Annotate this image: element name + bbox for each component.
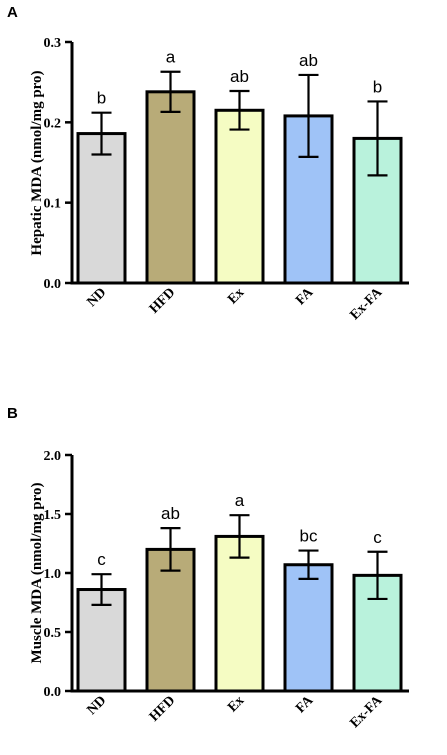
significance-label: b	[97, 89, 106, 108]
bar-fa	[283, 563, 334, 693]
y-tick-label: 0.1	[44, 197, 62, 212]
x-tick-label: FA	[293, 285, 317, 309]
bar-nd	[76, 588, 127, 693]
x-tick-label: HFD	[147, 693, 179, 725]
panel-b-chart: B Muscle MDA (nmol/mg pro) c ND ab HFD a Ex bc…	[7, 405, 409, 731]
significance-label: c	[373, 528, 382, 547]
bar-hfd	[145, 547, 196, 693]
x-tick-label: Ex	[225, 693, 247, 715]
y-tick-label: 0.3	[44, 36, 62, 51]
panel-a-letter: A	[7, 4, 18, 21]
y-tick-label: 2.0	[44, 449, 62, 464]
x-tick-label: Ex	[225, 285, 247, 307]
panel-b-letter: B	[7, 405, 18, 422]
significance-label: bc	[300, 527, 318, 546]
y-tick-label: 0.0	[44, 685, 62, 700]
significance-label: ab	[161, 504, 180, 523]
significance-label: c	[97, 550, 106, 569]
bar-nd	[76, 132, 127, 285]
panel-b-y-axis-label: Muscle MDA (nmol/mg pro)	[29, 483, 45, 664]
panel-a-y-axis-label: Hepatic MDA (nmol/mg pro)	[29, 70, 45, 255]
panel-a-chart: A Hepatic MDA (nmol/mg pro) b ND a HFD ab Ex a…	[7, 4, 409, 323]
y-tick-label: 1.5	[44, 508, 62, 523]
significance-label: ab	[230, 67, 249, 86]
x-tick-label: Ex-FA	[347, 693, 386, 732]
x-tick-label: ND	[84, 693, 109, 718]
x-tick-label: ND	[84, 285, 109, 310]
significance-label: a	[166, 48, 176, 67]
y-tick-label: 1.0	[44, 567, 62, 582]
x-tick-label: HFD	[147, 285, 179, 317]
bar-hfd	[145, 90, 196, 285]
significance-label: a	[235, 491, 245, 510]
y-tick-label: 0.2	[44, 116, 62, 131]
y-tick-label: 0.5	[44, 626, 62, 641]
bar-ex	[214, 108, 265, 285]
bar-ex	[214, 534, 265, 693]
x-tick-label: FA	[293, 693, 317, 717]
significance-label: ab	[299, 51, 318, 70]
x-tick-label: Ex-FA	[347, 285, 386, 324]
significance-label: b	[373, 77, 382, 96]
y-tick-label: 0.0	[44, 277, 62, 292]
